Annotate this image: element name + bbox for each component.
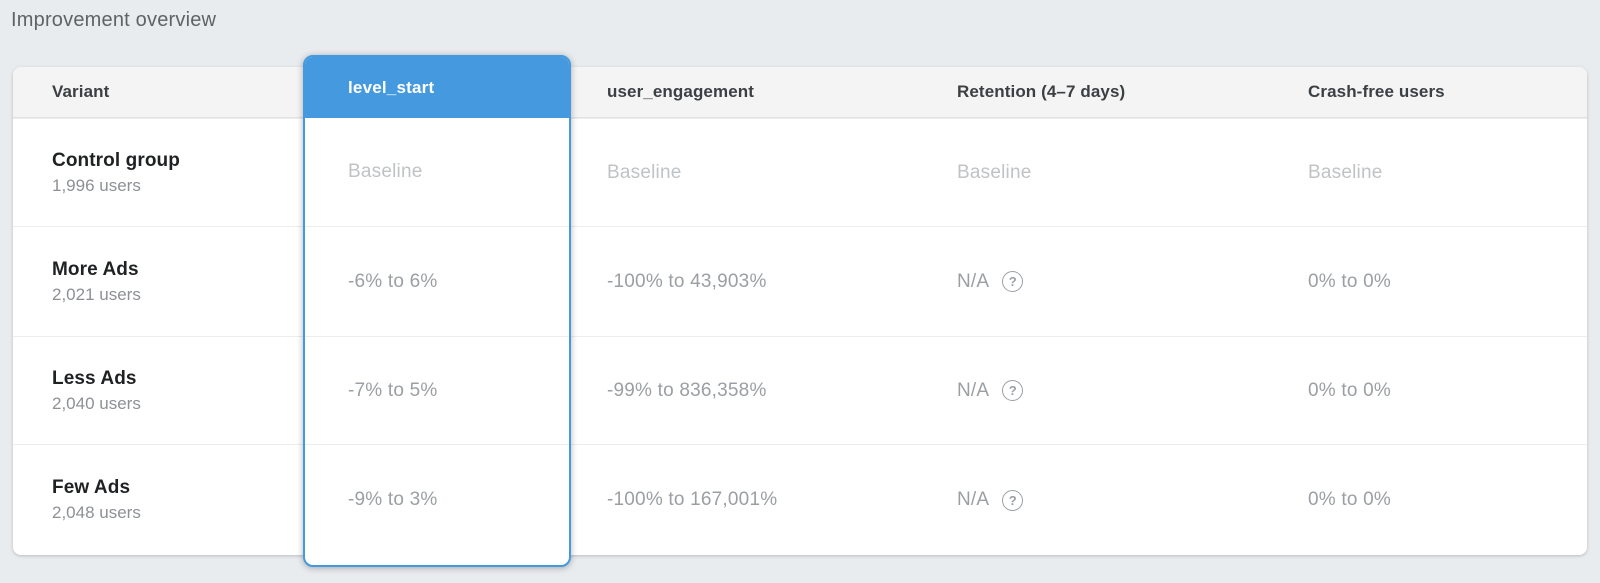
level-start-cell: -7% to 5%: [305, 336, 569, 444]
improvement-overview-table: Variant user_engagement Retention (4–7 d…: [13, 55, 1587, 567]
variant-name: More Ads: [52, 258, 139, 280]
help-icon[interactable]: ?: [1002, 380, 1024, 401]
retention-cell: N/A ?: [923, 489, 1273, 511]
column-header-variant: Variant: [52, 82, 110, 101]
column-header-retention[interactable]: Retention (4–7 days): [957, 82, 1126, 101]
crash-free-value: 0% to 0%: [1308, 489, 1391, 510]
level-start-value: Baseline: [348, 161, 423, 182]
retention-value: N/A: [957, 270, 990, 292]
column-header-crash-free[interactable]: Crash-free users: [1308, 82, 1445, 101]
column-header-level-start-label: level_start: [348, 77, 435, 97]
retention-cell: N/A ?: [923, 271, 1273, 293]
level-start-cell: -9% to 3%: [305, 444, 569, 555]
crash-free-value: 0% to 0%: [1308, 270, 1391, 292]
table-row-control-group: Control group 1,996 users Baseline Basel…: [13, 118, 1587, 226]
level-start-value: -7% to 5%: [348, 379, 438, 401]
level-start-cell: Baseline: [305, 118, 569, 226]
help-icon[interactable]: ?: [1002, 489, 1024, 511]
level-start-cell: -6% to 6%: [305, 226, 569, 336]
column-header-user-engagement[interactable]: user_engagement: [607, 82, 754, 101]
user-engagement-value: -100% to 43,903%: [607, 270, 767, 292]
retention-value: Baseline: [957, 161, 1032, 183]
table-header-row: Variant user_engagement Retention (4–7 d…: [13, 67, 1587, 118]
variant-cell: Few Ads 2,048 users: [13, 477, 303, 523]
variant-name: Few Ads: [52, 477, 131, 498]
variant-user-count: 2,048 users: [52, 503, 141, 522]
crash-free-value: 0% to 0%: [1308, 379, 1391, 401]
variant-name: Less Ads: [52, 367, 137, 389]
selected-metric-column-level-start[interactable]: level_start Baseline -6% to 6% -7% to 5%…: [303, 55, 571, 567]
help-icon[interactable]: ?: [1002, 271, 1024, 292]
variant-name: Control group: [52, 149, 180, 171]
variant-user-count: 1,996 users: [52, 175, 141, 195]
table-row-few-ads: Few Ads 2,048 users -100% to 167,001% N/…: [13, 444, 1587, 555]
retention-value: N/A: [957, 379, 990, 401]
column-header-level-start[interactable]: level_start: [305, 57, 569, 118]
level-start-value: -9% to 3%: [348, 489, 438, 510]
variant-user-count: 2,021 users: [52, 284, 141, 304]
user-engagement-value: -99% to 836,358%: [607, 379, 767, 401]
retention-cell: N/A ?: [923, 380, 1273, 402]
page-title: Improvement overview: [11, 9, 217, 31]
crash-free-value: Baseline: [1308, 161, 1383, 183]
user-engagement-value: Baseline: [607, 161, 682, 183]
level-start-value: -6% to 6%: [348, 270, 438, 292]
retention-value: N/A: [957, 489, 990, 510]
variant-user-count: 2,040 users: [52, 393, 141, 413]
user-engagement-value: -100% to 167,001%: [607, 489, 778, 510]
variant-cell: Less Ads 2,040 users: [13, 368, 303, 414]
table-row-more-ads: More Ads 2,021 users -100% to 43,903% N/…: [13, 226, 1587, 336]
table-row-less-ads: Less Ads 2,040 users -99% to 836,358% N/…: [13, 336, 1587, 444]
variant-cell: Control group 1,996 users: [13, 150, 303, 196]
variant-cell: More Ads 2,021 users: [13, 259, 303, 305]
